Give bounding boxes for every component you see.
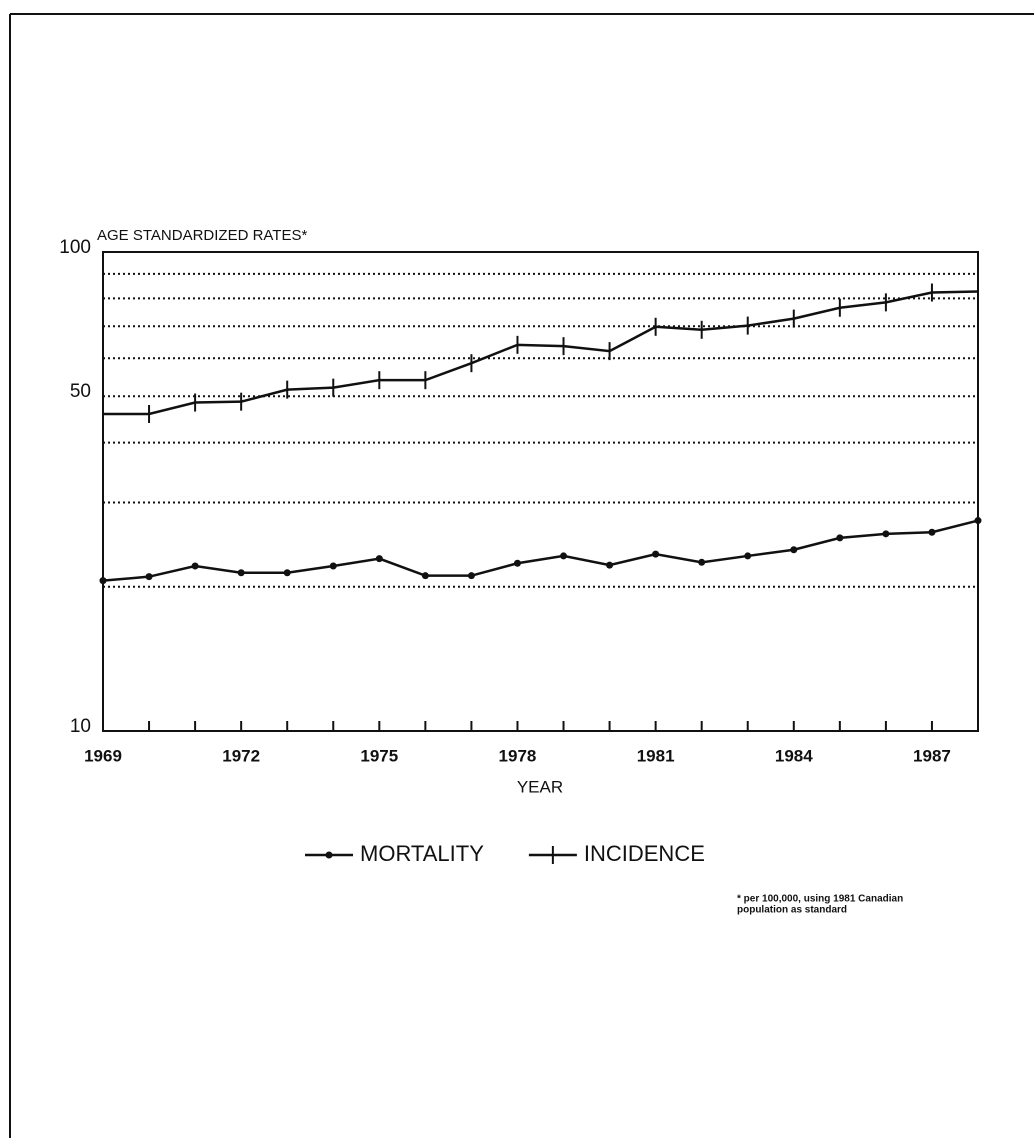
x-tick-label: 1972 bbox=[222, 746, 260, 765]
y-tick-label: 10 bbox=[70, 716, 91, 737]
point bbox=[928, 528, 936, 536]
point bbox=[836, 534, 844, 542]
point bbox=[329, 562, 337, 570]
point bbox=[652, 550, 660, 558]
point bbox=[145, 573, 153, 581]
legend-label: MORTALITY bbox=[360, 841, 484, 866]
plot-frame bbox=[102, 251, 979, 732]
footnote: population as standard bbox=[737, 905, 847, 916]
legend-marker bbox=[325, 851, 333, 859]
point bbox=[698, 558, 706, 566]
point bbox=[237, 569, 245, 577]
point bbox=[606, 561, 614, 569]
point bbox=[283, 569, 291, 577]
y-axis-label: AGE STANDARDIZED RATES* bbox=[97, 227, 307, 244]
point bbox=[974, 517, 982, 525]
point bbox=[882, 530, 890, 538]
x-tick-label: 1978 bbox=[499, 746, 537, 765]
footnote: * per 100,000, using 1981 Canadian bbox=[737, 894, 903, 905]
x-tick-label: 1975 bbox=[360, 746, 398, 765]
series-line bbox=[102, 519, 979, 582]
point bbox=[744, 552, 752, 560]
point bbox=[790, 546, 798, 554]
point bbox=[191, 562, 199, 570]
x-axis-label: YEAR bbox=[517, 777, 563, 796]
x-tick-label: 1969 bbox=[84, 746, 122, 765]
x-tick-label: 1981 bbox=[637, 746, 675, 765]
series-line bbox=[103, 290, 979, 416]
point bbox=[467, 572, 475, 580]
point bbox=[421, 572, 429, 580]
point bbox=[375, 555, 383, 563]
x-tick-label: 1984 bbox=[775, 746, 813, 765]
legend-label: INCIDENCE bbox=[584, 841, 705, 866]
point bbox=[99, 577, 107, 585]
point bbox=[560, 552, 568, 560]
point bbox=[513, 559, 521, 567]
y-tick-label: 100 bbox=[59, 237, 91, 258]
y-tick-label: 50 bbox=[70, 381, 91, 402]
x-tick-label: 1987 bbox=[913, 746, 951, 765]
